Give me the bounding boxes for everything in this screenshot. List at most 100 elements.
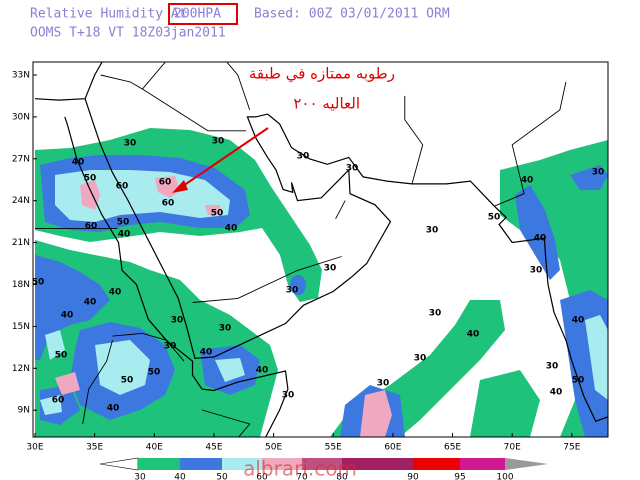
contour-label: 30 (286, 286, 299, 296)
contour-label: 30 (324, 264, 337, 274)
contour-label: 60 (116, 182, 129, 192)
subtitle: OOMS T+18 VT 18Z03jan2011 (30, 26, 226, 41)
arrow-head (172, 180, 188, 193)
colorbar-label: 60 (256, 473, 268, 480)
border (82, 340, 113, 425)
map-frame (32, 61, 609, 438)
contour-label: 40 (72, 158, 85, 168)
contour-label: 30 (346, 164, 359, 174)
lon-label: 65E (444, 443, 461, 453)
lat-label: 21N (12, 238, 30, 248)
lat-label: 33N (12, 71, 30, 81)
lon-label: 70E (504, 443, 521, 453)
contour-label: 30 (282, 391, 295, 401)
contour-label: 40 (61, 311, 74, 321)
contour-label: 40 (109, 288, 122, 298)
coastlines (34, 62, 608, 437)
border (142, 88, 247, 132)
based: Based: 00Z 03/01/2011 ORM (254, 7, 450, 22)
border (112, 332, 185, 362)
contour-label: 40 (534, 234, 547, 244)
contour-label: 30 (414, 354, 427, 364)
colorbar-label: 30 (134, 473, 146, 480)
contour-label: 30 (212, 137, 225, 147)
contour-label: 50 (32, 278, 45, 288)
lon-label: 60E (384, 443, 401, 453)
level: 200HPA (174, 7, 221, 22)
colorbar-label: 95 (454, 473, 465, 480)
contour-label: 30 (426, 226, 439, 236)
contour-label: 30 (592, 168, 605, 178)
contour-label: 40 (521, 176, 534, 186)
contour-label: 30 (546, 362, 559, 372)
contour-label: 30 (429, 309, 442, 319)
lat-label: 9N (18, 406, 30, 416)
arrow (179, 127, 269, 189)
contour-label: 40 (550, 388, 563, 398)
lon-label: 75E (563, 443, 580, 453)
annotation-line-1: رطوبه ممتازه في طبقة (249, 65, 395, 84)
contour-label: 60 (52, 396, 65, 406)
contour-label: 40 (200, 348, 213, 358)
contour-label: 50 (121, 376, 134, 386)
contour-label: 40 (225, 224, 238, 234)
border (192, 256, 342, 303)
lat-label: 24N (12, 196, 30, 206)
lon-label: 50E (265, 443, 282, 453)
border (494, 81, 567, 207)
colorbar-label: 80 (336, 473, 348, 480)
contour-label: 30 (297, 152, 310, 162)
contour-label: 50 (572, 376, 585, 386)
lon-label: 45E (205, 443, 222, 453)
contour-label: 50 (55, 351, 68, 361)
contour-label: 60 (162, 199, 175, 209)
contour-label: 30 (530, 266, 543, 276)
colorbar-label: 40 (174, 473, 186, 480)
contour-labels: 33N 30N 27N 24N 21N 18N 15N 12N 9N 30E 35E 40E 45E 50… (12, 71, 604, 453)
colorbar-label: 50 (216, 473, 228, 480)
lon-label: 40E (146, 443, 163, 453)
highlight-box (168, 3, 238, 25)
humidity-fill (33, 62, 608, 437)
contour-label: 40 (107, 404, 120, 414)
lat-label: 15N (12, 322, 30, 332)
contour-label: 50 (117, 218, 130, 228)
contour-label: 40 (572, 316, 585, 326)
watermark: albrari.com (243, 457, 357, 480)
title: Relative Humidity At (30, 7, 187, 22)
lat-label: 27N (12, 154, 30, 164)
lon-label: 35E (86, 443, 103, 453)
lon-label: 30E (26, 443, 43, 453)
colorbar-label: 90 (407, 473, 419, 480)
contour-label: 50 (488, 213, 501, 223)
annotation-line-2: العاليه ۲۰۰ (293, 95, 360, 113)
contour-label: 50 (211, 209, 224, 219)
colorbar-label: 100 (496, 473, 513, 480)
border (201, 409, 251, 437)
contour-label: 40 (118, 230, 131, 240)
contour-label: 50 (148, 368, 161, 378)
border (226, 62, 251, 111)
lat-label: 18N (12, 280, 30, 290)
contour-label: 30 (377, 379, 390, 389)
colorbar (99, 457, 548, 471)
colorbar-labels: 30 40 50 60 70 80 90 95 100 (134, 473, 514, 480)
border (335, 200, 346, 220)
lat-label: 12N (12, 364, 30, 374)
contour-label: 30 (219, 324, 232, 334)
border (100, 62, 166, 90)
lat-label: 30N (12, 112, 30, 122)
contour-label: 30 (124, 139, 137, 149)
contour-label: 30 (164, 342, 177, 352)
contour-label: 30 (171, 316, 184, 326)
contour-label: 40 (256, 366, 269, 376)
contour-label: 40 (84, 298, 97, 308)
contour-label: 50 (84, 174, 97, 184)
contour-label: 40 (467, 330, 480, 340)
border (404, 95, 424, 185)
coastline (84, 98, 608, 422)
contour-label: 60 (159, 178, 172, 188)
lon-label: 55E (325, 443, 342, 453)
